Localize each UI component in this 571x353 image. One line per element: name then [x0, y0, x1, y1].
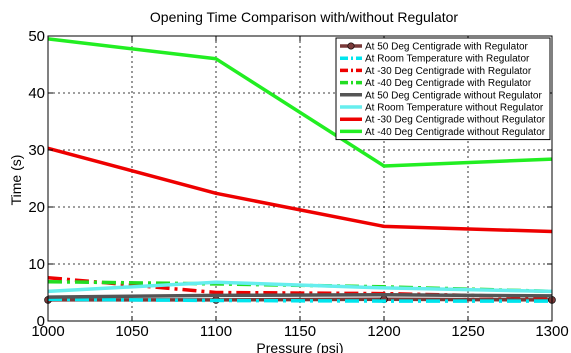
x-tick-label: 1050 [115, 323, 148, 340]
x-tick-label: 1300 [535, 323, 568, 340]
series-line-at-30-deg-centigrade-without-regulator [47, 146, 553, 234]
series-line-at-room-temperature-with-regulator [47, 297, 552, 303]
legend-marker [347, 42, 355, 50]
x-axis-label: Pressure (psi) [256, 340, 343, 353]
legend-entry-label: At -40 Deg Centigrade with Regulator [365, 78, 532, 89]
series-layer [44, 37, 556, 304]
y-tick-label: 10 [28, 256, 45, 273]
y-tick-label: 30 [28, 142, 45, 159]
x-tick-label: 1200 [367, 323, 400, 340]
y-axis-label: Time (s) [8, 155, 24, 206]
y-tick-label: 40 [28, 85, 45, 102]
legend-entry-label: At 50 Deg Centigrade with Regulator [365, 42, 529, 53]
y-tick-label: 0 [37, 313, 45, 330]
x-tick-label: 1250 [451, 323, 484, 340]
legend-entry-label: At -30 Deg Centigrade without Regulator [365, 115, 546, 126]
chart-title: Opening Time Comparison with/without Reg… [150, 9, 458, 25]
series-line-at-50-deg-centigrade-without-regulator [47, 293, 553, 299]
legend-box [335, 37, 551, 141]
axis-ticks: 1000 1050 1100 1150 1200 1250 1300 0 10 20 30 40 50 [28, 28, 568, 340]
x-tick-label: 1000 [31, 323, 64, 340]
legend-entry-label: At Room Temperature without Regulator [365, 103, 544, 114]
y-tick-label: 50 [28, 28, 45, 45]
legend-entry-label: At 50 Deg Centigrade without Regulator [365, 90, 542, 101]
x-tick-label: 1100 [200, 323, 232, 340]
series-line-at-room-temperature-without-regulator [47, 280, 553, 294]
legend-entry-label: At -40 Deg Centigrade without Regulator [365, 127, 546, 138]
legend-entry-label: At -30 Deg Centigrade with Regulator [365, 66, 532, 77]
y-tick-label: 20 [28, 199, 45, 216]
legend-entry-label: At Room Temperature with Regulator [365, 54, 530, 65]
series-line-at-40-deg-centigrade-without-regulator [47, 37, 553, 168]
x-tick-label: 1150 [284, 323, 316, 340]
